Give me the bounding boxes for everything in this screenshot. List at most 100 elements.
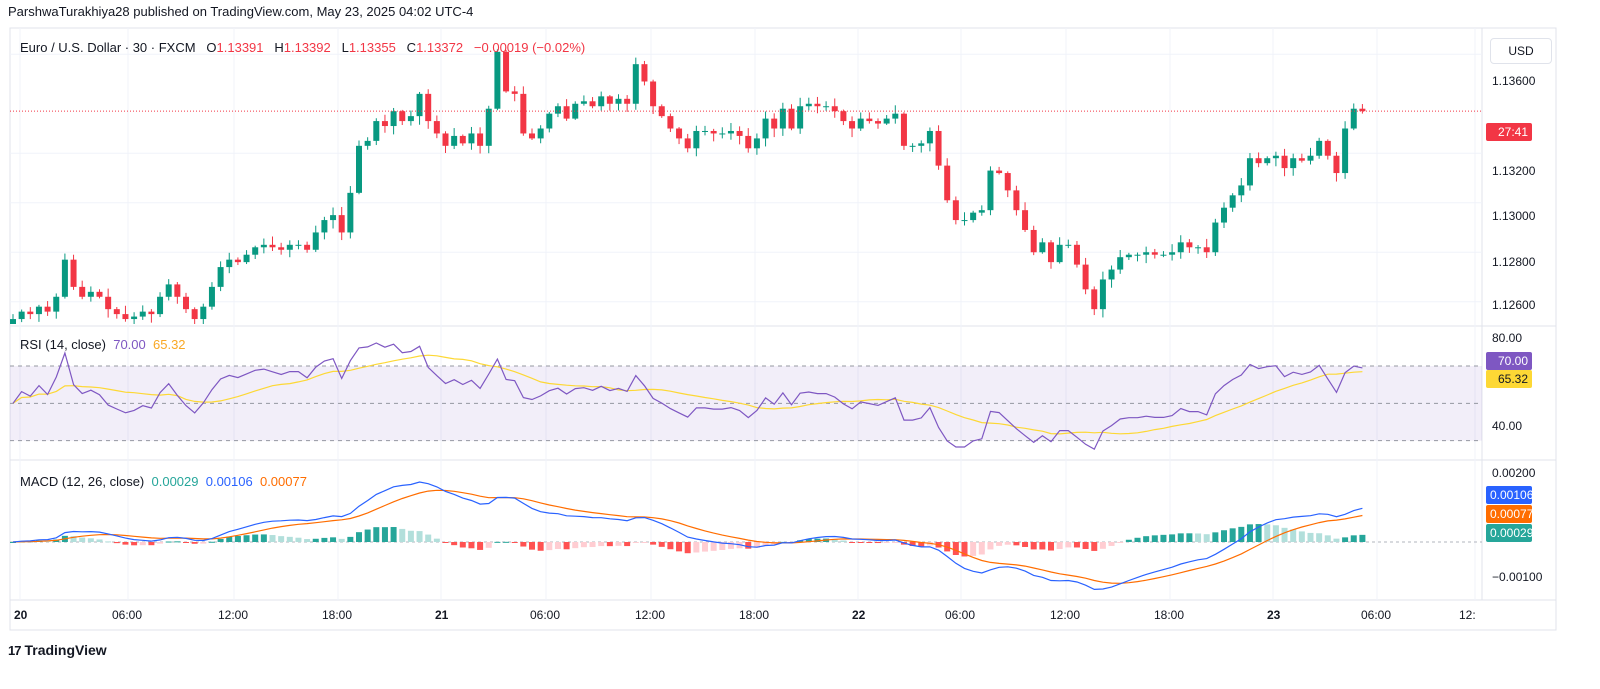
time-tick: 21 [435,608,449,622]
macd-hist-bar [520,542,527,547]
candle-body [35,306,42,315]
candle-body [1238,185,1245,196]
macd-line-tag: 0.00106 [1486,486,1533,504]
candle-body [459,135,466,144]
macd-hist-bar [745,542,752,549]
macd-hist-bar [79,537,86,542]
tradingview-brand[interactable]: 17 TradingView [8,642,107,658]
candle-body [1290,158,1297,169]
time-tick: 12: [1459,608,1476,622]
macd-hist-bar [1091,542,1098,551]
macd-hist-bar [589,542,596,548]
close-label: C [406,40,417,55]
macd-hist-bar [1151,535,1158,542]
candle-body [269,244,276,248]
macd-tick: −0.00100 [1492,570,1543,584]
macd-hist-bar [650,542,657,545]
candle-body [779,108,786,129]
rsi-band [10,365,1482,442]
macd-hist-bar [1246,524,1253,542]
macd-hist-bar [849,542,856,543]
change-value: −0.00019 (−0.02%) [473,40,586,55]
macd-hist-bar [1281,527,1288,542]
macd-hist-bar [753,542,760,548]
candle-body [1255,158,1262,164]
candle-body [615,98,622,104]
macd-hist-bar [451,542,458,546]
candle-body [1065,244,1072,246]
candle-body [1108,269,1115,280]
macd-hist-bar [338,538,345,542]
macd-hist-bar [1039,542,1046,550]
macd-title[interactable]: MACD (12, 26, close) [20,474,145,489]
candle-body [243,254,250,263]
rsi-legend: RSI (14, close) 70.00 65.32 [20,337,186,352]
rsi-line [12,342,1363,451]
candle-body [200,306,207,320]
macd-hist-bar [1359,534,1366,542]
candle-body [338,215,345,233]
candle-body [113,309,120,315]
candle-body [191,309,198,320]
low-label: L [341,40,349,55]
rsi-lines [12,342,1363,451]
candle-body [433,121,440,134]
candle-body [70,259,77,287]
macd-signal-value: 0.00077 [259,474,307,489]
candle-body [1359,108,1366,112]
macd-hist-bar [148,542,155,546]
rsi-ma-value: 65.32 [153,337,186,352]
currency-button[interactable]: USD [1490,38,1552,64]
candle-body [563,106,570,119]
candle-body [1221,207,1227,223]
candle-body [961,220,968,222]
rsi-title[interactable]: RSI (14, close) [20,337,106,352]
macd-hist-bar [252,534,259,542]
macd-hist-bar [727,542,734,549]
candle-body [122,314,129,320]
candle-body [849,121,856,129]
candle-body [347,192,354,233]
candle-body [451,135,458,146]
candle-body [589,101,596,107]
macd-hist-bar [840,540,847,542]
candle-body [529,133,535,139]
macd-hist-bar [157,542,164,544]
tradingview-logo-icon: 17 [8,643,22,658]
candle-body [875,121,881,124]
macd-hist-bar [676,542,683,552]
low-value: 1.13355 [348,40,396,55]
candle-body [520,93,527,134]
candle-body [676,128,683,139]
close-value: 1.13372 [416,40,464,55]
macd-hist-bar [563,542,570,550]
open-value: 1.13391 [216,40,264,55]
candle-body [61,259,68,297]
macd-hist-bar [961,542,968,557]
symbol-name[interactable]: Euro / U.S. Dollar · 30 · FXCM [20,40,196,55]
candle-body [667,116,674,129]
candle-body [1324,140,1331,156]
high-label: H [274,40,284,55]
macd-hist-bar [987,542,994,550]
time-tick: 06:00 [112,608,143,622]
macd-hist-bar [1264,524,1271,542]
macd-hist-bar [407,530,414,542]
macd-hist-bar [183,542,189,543]
candle-body [1117,257,1124,270]
candle-body [304,244,311,250]
candle-body [572,103,579,119]
macd-hist-bar [762,542,769,546]
candle-body [1091,289,1098,310]
candle-body [1350,108,1357,129]
macd-hist-tag: 0.00029 [1486,524,1533,542]
macd-hist-bar [321,537,328,542]
candle-body [736,130,743,136]
macd-hist-bar [1030,542,1037,550]
candle-body [390,111,397,127]
macd-hist-bar [511,542,518,543]
candle-body [330,215,337,221]
macd-legend: MACD (12, 26, close) 0.00029 0.00106 0.0… [20,474,307,489]
candle-body [217,267,224,287]
